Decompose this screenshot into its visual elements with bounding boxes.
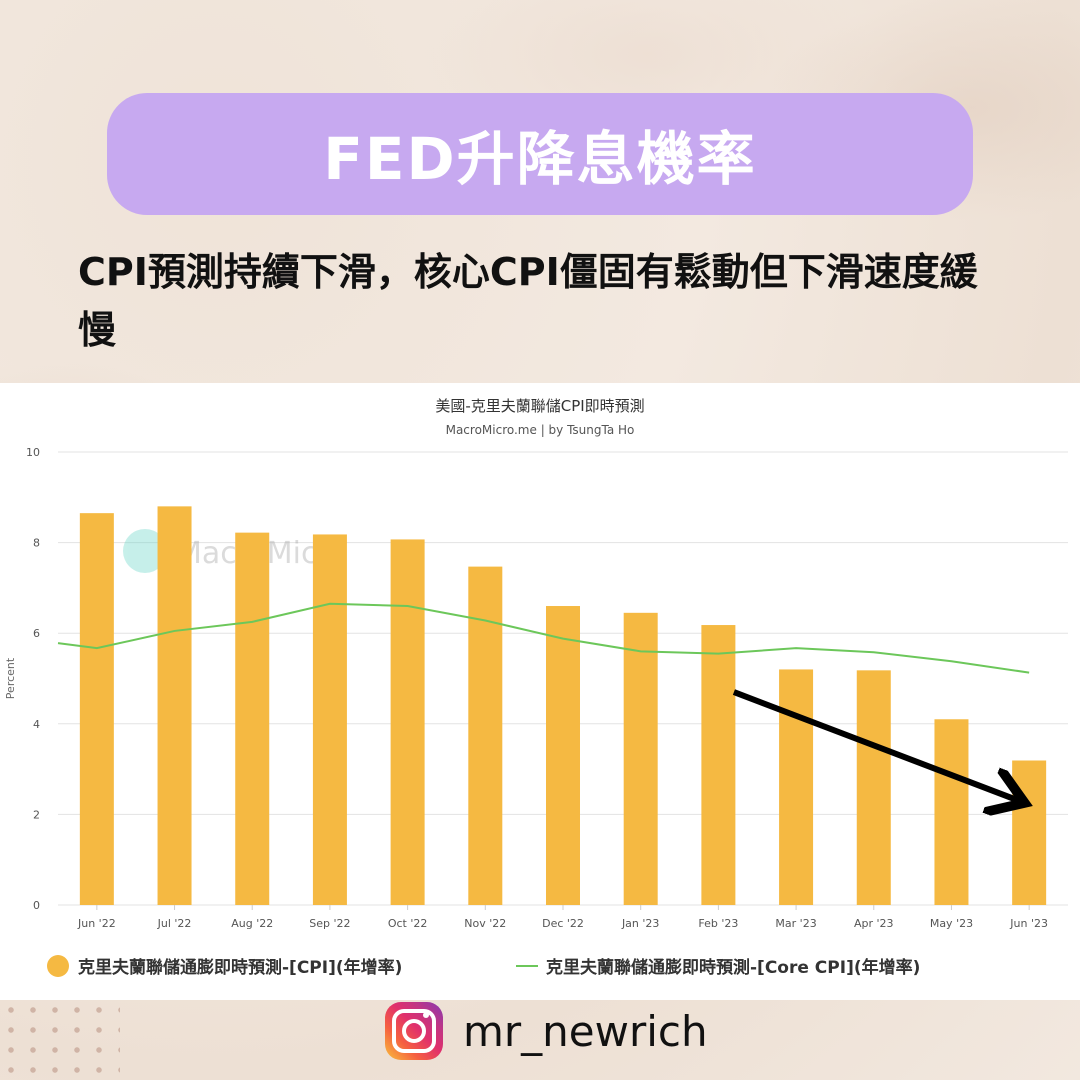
legend-cpi-swatch bbox=[47, 955, 69, 977]
cpi-bar bbox=[701, 625, 736, 905]
x-tick-label: Nov '22 bbox=[464, 917, 506, 930]
x-tick-label: Oct '22 bbox=[388, 917, 428, 930]
x-tick-label: May '23 bbox=[930, 917, 973, 930]
chart-card: 美國-克里夫蘭聯儲CPI即時預測 MacroMicro.me | by Tsung… bbox=[0, 383, 1080, 1000]
cpi-bar bbox=[856, 670, 891, 905]
trend-arrow bbox=[732, 689, 1019, 801]
chart-subtitle: MacroMicro.me | by TsungTa Ho bbox=[446, 423, 635, 437]
x-tick-label: Jun '22 bbox=[77, 917, 116, 930]
x-tick-label: Apr '23 bbox=[854, 917, 894, 930]
y-tick-label: 10 bbox=[26, 446, 40, 459]
legend-cpi-label: 克里夫蘭聯儲通膨即時預測-[CPI](年增率) bbox=[78, 957, 402, 978]
core-cpi-line bbox=[57, 602, 1030, 674]
x-tick-label: Aug '22 bbox=[231, 917, 273, 930]
legend-core-label: 克里夫蘭聯儲通膨即時預測-[Core CPI](年增率) bbox=[546, 957, 920, 978]
y-tick-label: 6 bbox=[33, 627, 40, 640]
y-tick-label: 4 bbox=[33, 718, 40, 731]
x-tick-label: Feb '23 bbox=[698, 917, 738, 930]
cpi-bar bbox=[79, 513, 114, 905]
instagram-icon[interactable] bbox=[385, 1002, 443, 1060]
cpi-bar bbox=[157, 506, 192, 905]
y-tick-label: 8 bbox=[33, 537, 40, 550]
x-tick-label: Mar '23 bbox=[775, 917, 816, 930]
title-banner: FED升降息機率 bbox=[107, 93, 973, 215]
cpi-bar bbox=[623, 612, 658, 905]
decorative-dots bbox=[0, 1000, 120, 1080]
cpi-bar bbox=[390, 539, 425, 905]
x-tick-label: Sep '22 bbox=[309, 917, 350, 930]
page-title: FED升降息機率 bbox=[323, 125, 757, 193]
x-tick-label: Jun '23 bbox=[1009, 917, 1048, 930]
cpi-bar bbox=[235, 532, 270, 905]
instagram-handle[interactable]: mr_newrich bbox=[463, 1006, 708, 1056]
chart-title: 美國-克里夫蘭聯儲CPI即時預測 bbox=[435, 397, 644, 415]
page-subtitle: CPI預測持續下滑，核心CPI僵固有鬆動但下滑速度緩慢 bbox=[78, 250, 978, 352]
x-tick-label: Jul '22 bbox=[157, 917, 192, 930]
cpi-chart: 美國-克里夫蘭聯儲CPI即時預測 MacroMicro.me | by Tsung… bbox=[4, 397, 1068, 978]
y-tick-label: 0 bbox=[33, 899, 40, 912]
cpi-bar bbox=[1012, 760, 1047, 905]
x-tick-label: Jan '23 bbox=[621, 917, 659, 930]
cpi-bar bbox=[779, 669, 814, 905]
cpi-bar bbox=[934, 719, 969, 905]
y-tick-label: 2 bbox=[33, 808, 40, 821]
x-tick-label: Dec '22 bbox=[542, 917, 584, 930]
footer: mr_newrich bbox=[385, 1000, 708, 1062]
cpi-bar bbox=[546, 606, 580, 905]
y-axis-label: Percent bbox=[4, 657, 17, 699]
cpi-bar bbox=[312, 534, 347, 905]
